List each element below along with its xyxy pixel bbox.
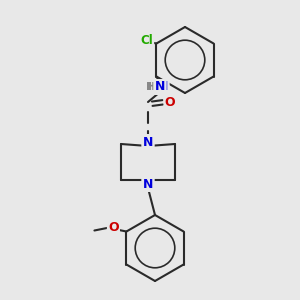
Text: N: N	[143, 178, 153, 190]
Text: N: N	[143, 136, 153, 148]
Text: Cl: Cl	[140, 34, 153, 47]
Text: O: O	[165, 95, 175, 109]
Text: H: H	[146, 82, 156, 92]
Text: O: O	[108, 221, 119, 234]
Text: N: N	[158, 80, 168, 94]
Text: N: N	[155, 80, 165, 94]
Text: H: H	[148, 82, 158, 92]
